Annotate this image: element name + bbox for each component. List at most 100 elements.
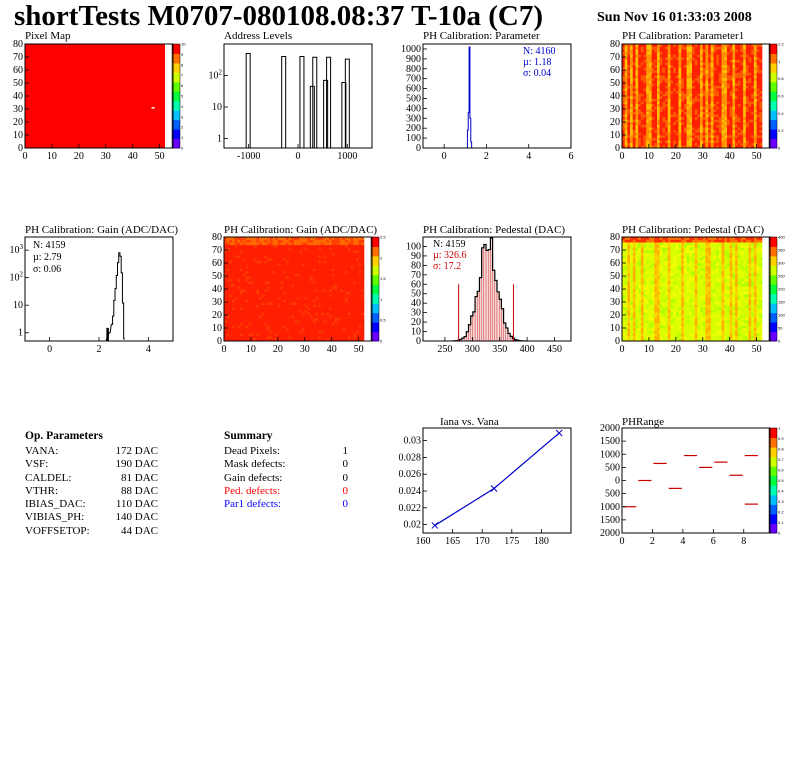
heatmap-cell — [651, 98, 655, 102]
heatmap-cell — [283, 294, 287, 298]
heatmap-cell — [632, 57, 636, 60]
heatmap-cell — [651, 145, 655, 149]
heatmap-cell — [302, 309, 306, 313]
heatmap-cell — [226, 299, 230, 303]
heatmap-cell — [708, 51, 712, 55]
heatmap-cell — [358, 268, 362, 272]
heatmap-cell — [643, 59, 647, 63]
heatmap-cell — [686, 101, 690, 105]
heatmap-cell — [635, 250, 639, 253]
heatmap-cell — [283, 291, 287, 295]
heatmap-cell — [232, 291, 236, 295]
heatmap-cell — [732, 46, 736, 50]
heatmap-cell — [355, 252, 359, 256]
heatmap-cell — [307, 244, 311, 248]
heatmap-cell — [253, 320, 257, 324]
heatmap-cell — [237, 257, 241, 261]
y-tick-label: 50 — [13, 78, 23, 89]
heatmap-cell — [737, 75, 741, 79]
heatmap-cell — [264, 281, 268, 285]
heatmap-cell — [272, 270, 276, 274]
heatmap-cell — [275, 281, 279, 285]
heatmap-cell — [745, 77, 749, 81]
heatmap-cell — [654, 278, 658, 282]
heatmap-cell — [355, 255, 359, 259]
heatmap-cell — [643, 255, 647, 259]
heatmap-cell — [627, 325, 631, 329]
heatmap-cell — [329, 286, 332, 290]
heatmap-cell — [643, 122, 647, 125]
heatmap-cell — [242, 307, 246, 311]
heatmap-cell — [648, 270, 652, 274]
heatmap-cell — [624, 296, 628, 300]
heatmap-cell — [646, 124, 650, 128]
heatmap-cell — [326, 328, 330, 331]
heatmap-cell — [353, 322, 357, 326]
heatmap-cell — [329, 263, 332, 266]
heatmap-cell — [622, 132, 625, 136]
heatmap-cell — [689, 70, 693, 73]
heatmap-cell — [732, 44, 736, 47]
heatmap-cell — [692, 93, 695, 97]
heatmap-cell — [667, 98, 671, 102]
heatmap-cell — [361, 335, 365, 339]
heatmap-cell — [331, 322, 335, 326]
heatmap-cell — [632, 83, 636, 86]
heatmap-cell — [272, 263, 276, 266]
heatmap-cell — [288, 315, 292, 318]
heatmap-cell — [285, 312, 289, 316]
heatmap-cell — [304, 322, 308, 326]
heatmap-cell — [355, 304, 359, 308]
heatmap-cell — [673, 93, 677, 97]
heatmap-cell — [748, 132, 752, 136]
heatmap-cell — [320, 281, 324, 285]
heatmap-cell — [345, 242, 349, 246]
heatmap-cell — [339, 244, 343, 248]
heatmap-cell — [299, 286, 303, 290]
color-scale-cell — [769, 62, 777, 73]
heatmap-cell — [299, 333, 303, 337]
heatmap-cell — [657, 77, 660, 81]
heatmap-cell — [245, 289, 249, 292]
heatmap-cell — [627, 88, 631, 92]
heatmap-cell — [751, 116, 755, 120]
heatmap-cell — [686, 96, 690, 99]
heatmap-cell — [735, 77, 739, 81]
heatmap-cell — [646, 244, 650, 248]
heatmap-cell — [737, 80, 741, 84]
heatmap-cell — [269, 304, 273, 308]
heatmap-cell — [721, 137, 725, 141]
heatmap-cell — [320, 307, 324, 311]
heatmap-cell — [299, 278, 303, 282]
heatmap-cell — [643, 46, 647, 50]
heatmap-cell — [705, 103, 709, 107]
heatmap-cell — [355, 283, 359, 287]
heatmap-cell — [638, 127, 642, 131]
heatmap-cell — [635, 320, 639, 324]
heatmap-cell — [665, 93, 669, 97]
heatmap-cell — [261, 304, 265, 308]
heatmap-cell — [638, 132, 642, 136]
heatmap-cell — [226, 296, 230, 300]
heatmap-cell — [683, 127, 687, 131]
heatmap-cell — [675, 54, 679, 58]
heatmap-cell — [648, 250, 652, 253]
heatmap-cell — [659, 278, 663, 282]
heatmap-cell — [713, 59, 717, 63]
heatmap-cell — [740, 49, 744, 53]
heatmap-cell — [648, 51, 652, 55]
heatmap-cell — [320, 335, 324, 339]
heatmap-cell — [694, 57, 698, 60]
heatmap-cell — [657, 312, 660, 316]
heatmap-cell — [315, 325, 319, 329]
heatmap-cell — [657, 325, 660, 329]
heatmap-cell — [692, 90, 695, 94]
heatmap-cell — [678, 101, 682, 105]
heatmap-cell — [632, 317, 636, 321]
heatmap-cell — [727, 135, 730, 138]
heatmap-cell — [705, 101, 709, 105]
heatmap-cell — [342, 289, 346, 292]
heatmap-cell — [224, 291, 227, 295]
heatmap-cell — [315, 255, 319, 259]
heatmap-cell — [648, 46, 652, 50]
